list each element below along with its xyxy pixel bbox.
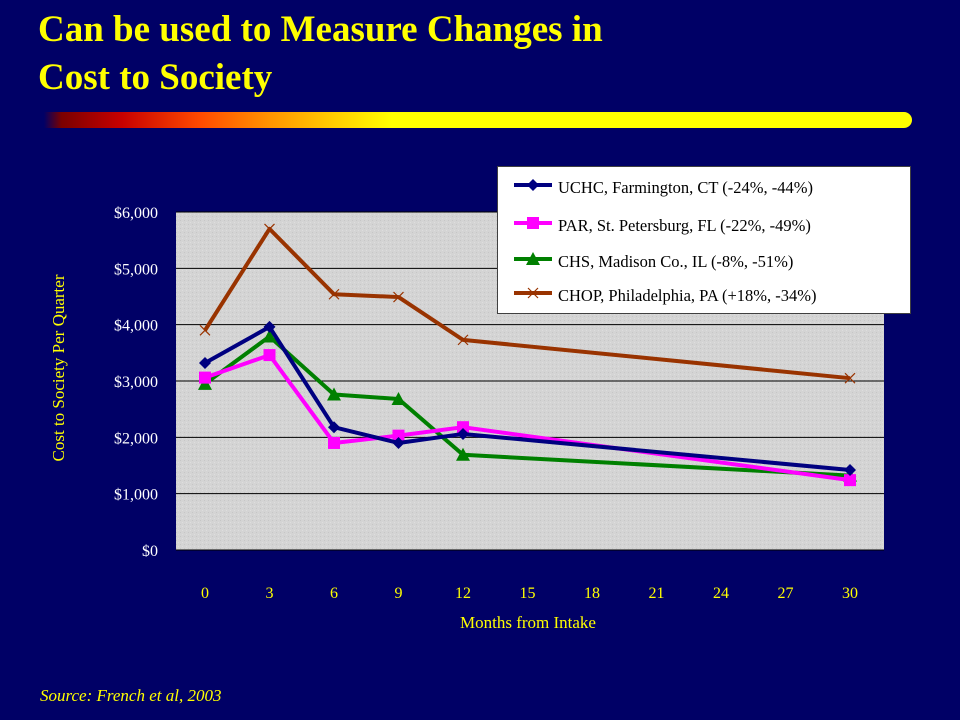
y-tick-label: $6,000 bbox=[114, 205, 158, 222]
legend-label: CHOP, Philadelphia, PA (+18%, -34%) bbox=[558, 286, 817, 305]
data-point bbox=[262, 329, 277, 343]
series-line bbox=[203, 334, 851, 478]
title-line-2: Cost to Society bbox=[38, 57, 273, 98]
x-tick-label: 3 bbox=[266, 585, 274, 602]
source-citation: Source: French et al, 2003 bbox=[40, 686, 222, 705]
x-tick-label: 27 bbox=[778, 585, 794, 602]
data-point bbox=[328, 436, 340, 449]
x-tick-label: 0 bbox=[201, 585, 209, 602]
x-tick-label: 21 bbox=[649, 585, 665, 602]
legend-swatch bbox=[514, 252, 552, 265]
data-point bbox=[457, 427, 469, 440]
chart-legend: UCHC, Farmington, CT (-24%, -44%) PAR, St… bbox=[497, 166, 911, 314]
data-point bbox=[844, 464, 856, 477]
data-point bbox=[199, 356, 211, 369]
series-line bbox=[204, 353, 851, 483]
y-tick-label: $5,000 bbox=[114, 261, 158, 278]
x-tick-label: 15 bbox=[520, 585, 536, 602]
x-tick-label: 24 bbox=[713, 585, 729, 602]
title-gradient-bar bbox=[44, 112, 912, 128]
x-axis-title: Months from Intake bbox=[460, 613, 596, 632]
data-point bbox=[328, 288, 340, 300]
legend-label: CHS, Madison Co., IL (-8%, -51%) bbox=[558, 252, 794, 271]
legend-label: PAR, St. Petersburg, FL (-22%, -49%) bbox=[558, 216, 811, 235]
data-point bbox=[264, 223, 275, 235]
x-tick-label: 18 bbox=[584, 585, 600, 602]
legend-marker bbox=[527, 217, 539, 229]
data-point bbox=[844, 372, 856, 384]
legend-item: CHS, Madison Co., IL (-8%, -51%) bbox=[512, 251, 902, 271]
data-point bbox=[456, 447, 470, 461]
data-point bbox=[199, 371, 211, 384]
legend-swatch bbox=[514, 179, 552, 191]
y-tick-label: $0 bbox=[142, 543, 158, 560]
legend-label: UCHC, Farmington, CT (-24%, -44%) bbox=[558, 178, 813, 197]
legend-item: CHOP, Philadelphia, PA (+18%, -34%) bbox=[512, 285, 902, 305]
y-tick-label: $1,000 bbox=[114, 487, 158, 504]
slide-title: Can be used to Measure Changes in Cost t… bbox=[38, 6, 918, 102]
y-axis-title: Cost to Society Per Quarter bbox=[49, 274, 68, 461]
legend-marker bbox=[527, 179, 539, 191]
data-point bbox=[844, 474, 856, 487]
data-point bbox=[457, 334, 469, 346]
series-x bbox=[199, 223, 856, 384]
data-point bbox=[391, 392, 406, 406]
title-line-1: Can be used to Measure Changes in bbox=[38, 9, 603, 50]
data-point bbox=[393, 291, 404, 303]
series-square bbox=[199, 349, 856, 487]
legend-marker bbox=[527, 287, 539, 299]
data-point bbox=[263, 349, 276, 362]
data-point bbox=[199, 324, 211, 336]
legend-marker bbox=[526, 252, 540, 265]
y-tick-label: $4,000 bbox=[114, 318, 158, 335]
series-line bbox=[203, 226, 851, 381]
data-point bbox=[457, 421, 469, 434]
data-point bbox=[327, 387, 341, 401]
legend-swatch bbox=[514, 287, 552, 299]
series-diamond bbox=[199, 320, 856, 477]
x-tick-label: 30 bbox=[842, 585, 858, 602]
data-point bbox=[392, 429, 405, 442]
data-point bbox=[328, 421, 340, 434]
x-tick-label: 12 bbox=[455, 585, 471, 602]
legend-item: UCHC, Farmington, CT (-24%, -44%) bbox=[512, 177, 902, 197]
y-tick-label: $3,000 bbox=[114, 374, 158, 391]
x-tick-label: 6 bbox=[330, 585, 338, 602]
data-point bbox=[392, 436, 405, 449]
series-line bbox=[204, 324, 851, 472]
y-tick-label: $2,000 bbox=[114, 430, 158, 447]
x-tick-label: 9 bbox=[395, 585, 403, 602]
legend-swatch bbox=[514, 217, 552, 229]
legend-item: PAR, St. Petersburg, FL (-22%, -49%) bbox=[512, 215, 902, 235]
data-point bbox=[263, 320, 276, 333]
